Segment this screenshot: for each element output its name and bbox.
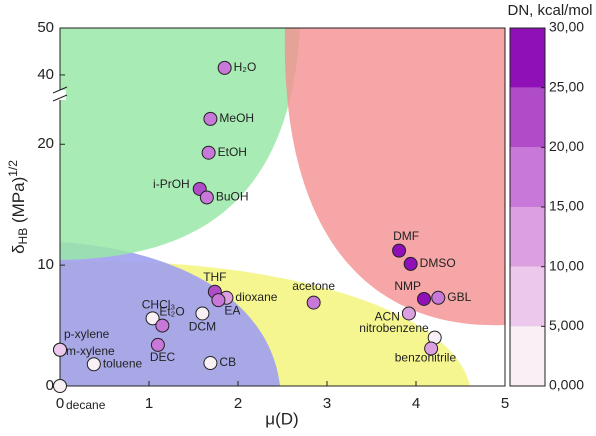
data-point: [145, 311, 160, 326]
point-label: NMP: [394, 279, 421, 293]
data-point: [424, 341, 439, 356]
data-point: [86, 357, 101, 372]
regions: [60, 28, 505, 386]
point-label: dioxane: [235, 290, 277, 304]
region-blue: [60, 242, 280, 386]
point-label: MeOH: [219, 111, 254, 125]
colorbar-label: DN, kcal/mol: [507, 2, 592, 19]
point-label: EtOH: [218, 145, 247, 159]
point-label: p-xylene: [64, 327, 110, 341]
x-tick-label: 3: [323, 395, 331, 412]
point-label: DMF: [393, 229, 419, 243]
x-tick-label: 2: [234, 395, 242, 412]
x-axis-label: μ(D): [265, 409, 298, 428]
data-point: [211, 293, 226, 308]
x-tick-label: 1: [145, 395, 153, 412]
y-label-mid: (MPa): [9, 177, 28, 228]
y-label-sup: 1/2: [6, 160, 20, 177]
data-point: [306, 295, 321, 310]
point-label: toluene: [103, 356, 143, 370]
plot-frame: [59, 27, 506, 387]
point-label: DEC: [150, 350, 176, 364]
data-point: [53, 342, 67, 357]
point-label: BuOH: [216, 190, 249, 204]
point-label: m-xylene: [66, 344, 115, 358]
colorbar-tick-label: 25,00: [549, 78, 584, 94]
colorbar-tick-label: 10,00: [549, 257, 584, 273]
data-point: [201, 145, 216, 160]
point-label: ACN: [375, 310, 400, 324]
data-point: [217, 60, 232, 75]
colorbar-tick-label: 15,00: [549, 198, 584, 214]
point-label: EA: [224, 303, 240, 317]
y-tick-label: 20: [37, 135, 54, 152]
data-point: [199, 190, 214, 205]
colorbar-tick-label: 5,000: [549, 317, 584, 333]
break-gap: [54, 90, 66, 100]
point-label: CHCl₃: [142, 297, 176, 311]
colorbar-band: [510, 266, 545, 327]
y-label-main: δ: [9, 244, 28, 253]
data-point: [53, 379, 67, 393]
point-label: GBL: [447, 290, 471, 304]
y-tick-label: 10: [37, 256, 54, 273]
colorbar-band: [510, 207, 545, 267]
colorbar-tick-label: 20,00: [549, 138, 584, 154]
data-point: [403, 256, 418, 271]
axis-break: [52, 86, 68, 94]
point-label: decane: [66, 398, 106, 412]
data-point: [392, 243, 407, 258]
point-label: Et₂O: [159, 305, 184, 319]
data-point: [431, 290, 446, 305]
data-point: [417, 291, 432, 306]
point-label: H₂O: [234, 60, 257, 74]
point-label: acetone: [292, 279, 335, 293]
y-label-sub: HB: [16, 228, 30, 245]
y-tick-label: 50: [37, 19, 54, 36]
colorbar-tick-label: 30,00: [549, 19, 584, 35]
point-label: DMSO: [420, 256, 456, 270]
data-point: [203, 356, 218, 371]
point-label: DCM: [189, 320, 216, 334]
point-label: nitrobenzene: [359, 321, 429, 335]
colorbar-band: [510, 147, 545, 207]
x-tick-label: 4: [412, 395, 420, 412]
point-label: i-PrOH: [153, 177, 190, 191]
y-tick-label: 40: [37, 66, 54, 83]
data-point: [203, 111, 218, 126]
colorbar-tick-label: 0,000: [549, 377, 584, 393]
data-point: [401, 306, 416, 321]
y-axis-label: δHB (MPa)1/2: [6, 160, 30, 254]
region-green: [60, 28, 300, 260]
point-label: benzonitrile: [395, 351, 457, 365]
y-tick-label: 0: [46, 377, 54, 394]
colorbar-band: [510, 87, 545, 148]
data-point: [150, 337, 165, 352]
region-red: [284, 28, 505, 326]
colorbar-band: [510, 28, 545, 88]
x-tick-label: 5: [501, 395, 509, 412]
point-label: CB: [219, 355, 236, 369]
data-point: [155, 318, 170, 333]
axis-break: [52, 94, 68, 102]
data-point: [195, 306, 210, 321]
x-tick-label: 0: [56, 395, 64, 412]
colorbar-band: [510, 326, 545, 386]
point-label: THF: [203, 270, 226, 284]
